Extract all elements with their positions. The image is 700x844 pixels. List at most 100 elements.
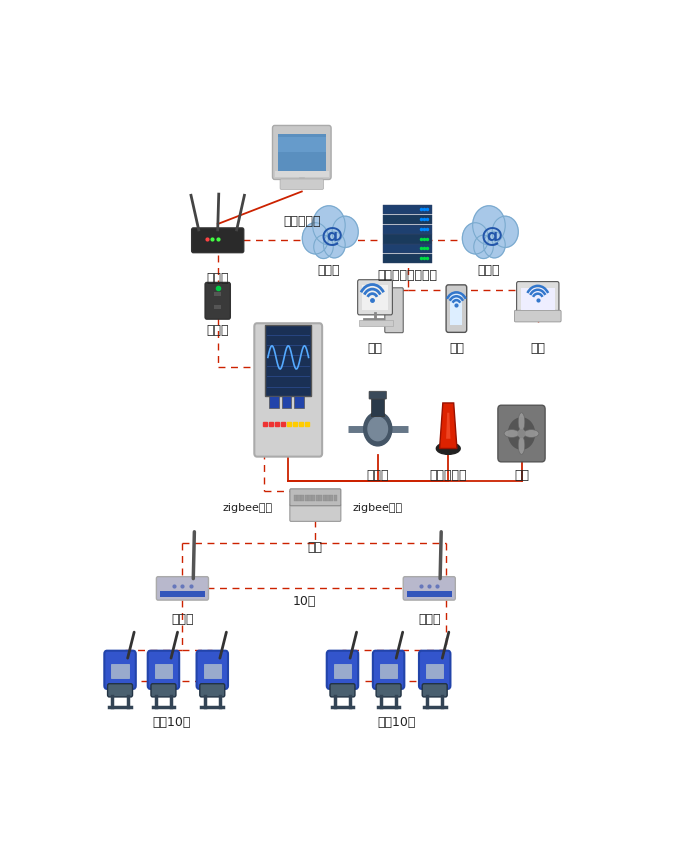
Bar	[270, 397, 279, 408]
Text: 10组: 10组	[293, 594, 316, 607]
Text: 安帕尔网络服务器: 安帕尔网络服务器	[377, 269, 438, 282]
Text: 互联网: 互联网	[477, 263, 500, 277]
Bar	[334, 495, 337, 501]
Bar	[334, 664, 351, 679]
Bar	[298, 495, 300, 501]
FancyBboxPatch shape	[373, 651, 405, 689]
Circle shape	[508, 419, 535, 450]
Circle shape	[368, 418, 388, 441]
Bar	[294, 397, 304, 408]
Bar	[407, 592, 452, 598]
Bar	[521, 289, 554, 311]
Bar	[160, 592, 204, 598]
Bar	[111, 664, 129, 679]
Polygon shape	[440, 403, 457, 449]
Bar	[278, 138, 326, 154]
FancyBboxPatch shape	[151, 684, 176, 697]
FancyBboxPatch shape	[265, 326, 312, 397]
FancyBboxPatch shape	[514, 311, 561, 322]
Bar	[316, 495, 318, 501]
Bar	[214, 306, 221, 310]
Text: 可接10台: 可接10台	[153, 716, 191, 728]
FancyBboxPatch shape	[403, 577, 455, 600]
Bar	[312, 495, 315, 501]
Circle shape	[473, 207, 505, 246]
Circle shape	[363, 413, 392, 446]
FancyBboxPatch shape	[498, 406, 545, 463]
Text: 电磁阀: 电磁阀	[367, 468, 389, 481]
Bar	[383, 206, 432, 215]
Bar	[426, 664, 443, 679]
Bar	[383, 225, 432, 235]
Bar	[383, 245, 432, 254]
Bar	[383, 216, 432, 225]
Bar	[326, 495, 330, 501]
FancyBboxPatch shape	[280, 180, 323, 190]
FancyBboxPatch shape	[376, 684, 401, 697]
Bar	[204, 664, 221, 679]
FancyBboxPatch shape	[358, 280, 393, 316]
Text: 手机: 手机	[449, 342, 464, 354]
FancyBboxPatch shape	[517, 282, 559, 316]
Bar	[214, 293, 221, 297]
FancyBboxPatch shape	[197, 651, 228, 689]
Bar	[371, 397, 384, 416]
FancyBboxPatch shape	[385, 289, 403, 333]
Text: zigbee信号: zigbee信号	[353, 502, 402, 512]
Ellipse shape	[518, 414, 525, 431]
Ellipse shape	[504, 430, 519, 438]
Circle shape	[314, 235, 333, 259]
FancyBboxPatch shape	[290, 490, 341, 506]
Bar	[383, 255, 432, 263]
FancyBboxPatch shape	[369, 392, 386, 399]
Bar	[362, 285, 388, 311]
Text: 路由器: 路由器	[206, 272, 229, 284]
Bar	[278, 135, 326, 176]
Circle shape	[332, 217, 358, 248]
Bar	[380, 664, 398, 679]
Ellipse shape	[518, 436, 525, 455]
Ellipse shape	[436, 443, 460, 455]
FancyBboxPatch shape	[254, 324, 322, 457]
Text: @: @	[321, 226, 343, 246]
FancyBboxPatch shape	[419, 651, 450, 689]
Polygon shape	[446, 414, 450, 439]
Circle shape	[313, 207, 345, 246]
FancyBboxPatch shape	[422, 684, 447, 697]
FancyBboxPatch shape	[327, 651, 358, 689]
FancyBboxPatch shape	[272, 127, 331, 181]
Circle shape	[463, 224, 489, 255]
Text: 终端: 终端	[531, 342, 545, 354]
Bar	[323, 495, 326, 501]
Bar	[281, 397, 291, 408]
Bar	[319, 495, 323, 501]
Bar	[304, 495, 308, 501]
Text: 声光报警器: 声光报警器	[430, 468, 467, 481]
Text: zigbee信号: zigbee信号	[223, 502, 272, 512]
Text: 中继器: 中继器	[418, 613, 440, 625]
Bar	[155, 664, 172, 679]
Bar	[274, 172, 329, 177]
Text: 可接10台: 可接10台	[377, 716, 416, 728]
Circle shape	[474, 235, 494, 259]
FancyBboxPatch shape	[446, 285, 467, 333]
Circle shape	[484, 233, 505, 258]
FancyBboxPatch shape	[104, 651, 136, 689]
FancyBboxPatch shape	[205, 284, 230, 320]
Text: 互联网: 互联网	[318, 263, 340, 277]
Circle shape	[323, 233, 345, 258]
Bar	[450, 295, 463, 325]
Bar	[330, 495, 333, 501]
Bar	[308, 495, 312, 501]
Text: 转换器: 转换器	[206, 323, 229, 337]
FancyBboxPatch shape	[156, 577, 209, 600]
Bar	[359, 320, 393, 327]
Text: 电脑: 电脑	[368, 342, 382, 354]
Text: 单机版电脑: 单机版电脑	[283, 215, 321, 228]
Bar	[301, 495, 304, 501]
FancyBboxPatch shape	[148, 651, 179, 689]
FancyBboxPatch shape	[290, 505, 341, 522]
Circle shape	[518, 430, 525, 438]
Ellipse shape	[524, 430, 539, 438]
Circle shape	[492, 217, 518, 248]
